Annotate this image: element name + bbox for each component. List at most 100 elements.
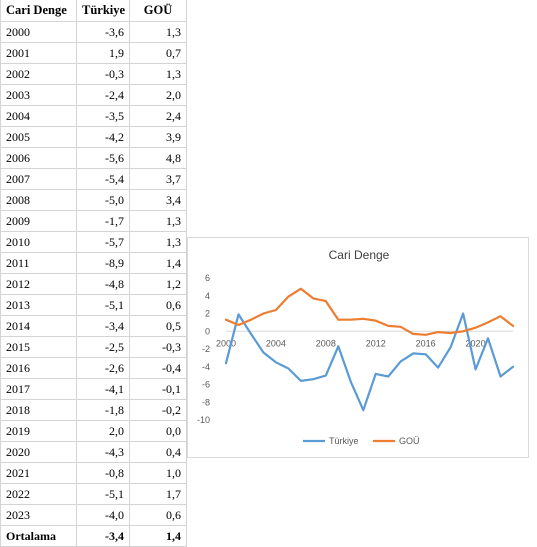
turkiye-cell[interactable]: -5,7 — [76, 231, 130, 253]
year-cell[interactable]: 2018 — [0, 399, 77, 421]
gou-cell[interactable]: 1,3 — [129, 21, 187, 43]
table-row: 2004 -3,5 2,4 — [0, 105, 187, 127]
table-row: 2002 -0,3 1,3 — [0, 63, 187, 85]
year-cell[interactable]: 2012 — [0, 273, 77, 295]
year-cell[interactable]: 2013 — [0, 294, 77, 316]
gou-cell[interactable]: 3,7 — [129, 168, 187, 190]
year-cell[interactable]: 2017 — [0, 378, 77, 400]
gou-cell[interactable]: 1,3 — [129, 210, 187, 232]
year-cell[interactable]: 2014 — [0, 315, 77, 337]
table-row: 2016 -2,6 -0,4 — [0, 357, 187, 379]
series-line[interactable] — [224, 312, 515, 412]
year-cell[interactable]: 2000 — [0, 21, 77, 43]
year-cell[interactable]: 2008 — [0, 189, 77, 211]
header-turkiye[interactable]: Türkiye — [76, 0, 130, 22]
gou-cell[interactable]: -0,3 — [129, 336, 187, 358]
table-row: 2013 -5,1 0,6 — [0, 294, 187, 316]
turkiye-cell[interactable]: -0,3 — [76, 63, 130, 85]
table-row: 2018 -1,8 -0,2 — [0, 399, 187, 421]
table-row: 2017 -4,1 -0,1 — [0, 378, 187, 400]
year-cell[interactable]: 2019 — [0, 420, 77, 442]
turkiye-cell[interactable]: -4,2 — [76, 126, 130, 148]
gou-cell[interactable]: -0,1 — [129, 378, 187, 400]
turkiye-cell[interactable]: -3,6 — [76, 21, 130, 43]
table-row: 2020 -4,3 0,4 — [0, 441, 187, 463]
chart-title: Cari Denge — [329, 248, 390, 262]
table-header-row: Cari Denge Türkiye GOÜ — [0, 0, 187, 22]
turkiye-cell[interactable]: 1,9 — [76, 42, 130, 64]
turkiye-cell[interactable]: 2,0 — [76, 420, 130, 442]
year-cell[interactable]: 2015 — [0, 336, 77, 358]
turkiye-cell[interactable]: -5,1 — [76, 483, 130, 505]
gou-cell[interactable]: 2,0 — [129, 84, 187, 106]
turkiye-cell[interactable]: -1,8 — [76, 399, 130, 421]
gou-cell[interactable]: 0,5 — [129, 315, 187, 337]
gou-cell[interactable]: 0,4 — [129, 441, 187, 463]
table-row: 2012 -4,8 1,2 — [0, 273, 187, 295]
year-cell[interactable]: 2021 — [0, 462, 77, 484]
table-row: 2001 1,9 0,7 — [0, 42, 187, 64]
turkiye-cell[interactable]: -3,5 — [76, 105, 130, 127]
average-label[interactable]: Ortalama — [0, 525, 77, 547]
year-cell[interactable]: 2011 — [0, 252, 77, 274]
gou-cell[interactable]: -0,4 — [129, 357, 187, 379]
year-cell[interactable]: 2022 — [0, 483, 77, 505]
y-tick-label: 4 — [205, 291, 210, 301]
turkiye-cell[interactable]: -2,6 — [76, 357, 130, 379]
year-cell[interactable]: 2007 — [0, 168, 77, 190]
year-cell[interactable]: 2004 — [0, 105, 77, 127]
turkiye-cell[interactable]: -4,3 — [76, 441, 130, 463]
series-line[interactable] — [224, 287, 515, 336]
year-cell[interactable]: 2005 — [0, 126, 77, 148]
gou-cell[interactable]: 4,8 — [129, 147, 187, 169]
year-cell[interactable]: 2023 — [0, 504, 77, 526]
chart-area[interactable]: Cari Denge -10 -8 -6 -4 -2 0 2 4 6 2000 2004 2008 2… — [187, 237, 529, 458]
gou-cell[interactable]: 0,6 — [129, 504, 187, 526]
year-cell[interactable]: 2003 — [0, 84, 77, 106]
gou-cell[interactable]: 1,3 — [129, 231, 187, 253]
turkiye-cell[interactable]: -5,4 — [76, 168, 130, 190]
gou-cell[interactable]: 0,6 — [129, 294, 187, 316]
turkiye-cell[interactable]: -3,4 — [76, 315, 130, 337]
turkiye-cell[interactable]: -5,1 — [76, 294, 130, 316]
year-cell[interactable]: 2002 — [0, 63, 77, 85]
year-cell[interactable]: 2020 — [0, 441, 77, 463]
year-cell[interactable]: 2010 — [0, 231, 77, 253]
turkiye-cell[interactable]: -4,8 — [76, 273, 130, 295]
average-turkiye[interactable]: -3,4 — [76, 525, 130, 547]
year-cell[interactable]: 2016 — [0, 357, 77, 379]
x-tick-label: 2008 — [316, 338, 336, 348]
turkiye-cell[interactable]: -0,8 — [76, 462, 130, 484]
legend-label[interactable]: Türkiye — [329, 436, 359, 446]
gou-cell[interactable]: -0,2 — [129, 399, 187, 421]
average-gou[interactable]: 1,4 — [129, 525, 187, 547]
turkiye-cell[interactable]: -1,7 — [76, 210, 130, 232]
gou-cell[interactable]: 1,3 — [129, 63, 187, 85]
gou-cell[interactable]: 1,0 — [129, 462, 187, 484]
gou-cell[interactable]: 1,2 — [129, 273, 187, 295]
legend: Türkiye GOÜ — [303, 436, 420, 446]
legend-label[interactable]: GOÜ — [399, 436, 420, 446]
x-tick-label: 2020 — [466, 338, 486, 348]
year-cell[interactable]: 2001 — [0, 42, 77, 64]
table-row: 2005 -4,2 3,9 — [0, 126, 187, 148]
gou-cell[interactable]: 3,4 — [129, 189, 187, 211]
gou-cell[interactable]: 2,4 — [129, 105, 187, 127]
turkiye-cell[interactable]: -4,1 — [76, 378, 130, 400]
turkiye-cell[interactable]: -5,0 — [76, 189, 130, 211]
year-cell[interactable]: 2006 — [0, 147, 77, 169]
gou-cell[interactable]: 0,0 — [129, 420, 187, 442]
table-row: 2009 -1,7 1,3 — [0, 210, 187, 232]
turkiye-cell[interactable]: -2,4 — [76, 84, 130, 106]
gou-cell[interactable]: 1,7 — [129, 483, 187, 505]
turkiye-cell[interactable]: -5,6 — [76, 147, 130, 169]
year-cell[interactable]: 2009 — [0, 210, 77, 232]
gou-cell[interactable]: 1,4 — [129, 252, 187, 274]
header-gou[interactable]: GOÜ — [129, 0, 187, 22]
turkiye-cell[interactable]: -2,5 — [76, 336, 130, 358]
header-cari-denge[interactable]: Cari Denge — [0, 0, 77, 22]
gou-cell[interactable]: 0,7 — [129, 42, 187, 64]
turkiye-cell[interactable]: -8,9 — [76, 252, 130, 274]
turkiye-cell[interactable]: -4,0 — [76, 504, 130, 526]
gou-cell[interactable]: 3,9 — [129, 126, 187, 148]
